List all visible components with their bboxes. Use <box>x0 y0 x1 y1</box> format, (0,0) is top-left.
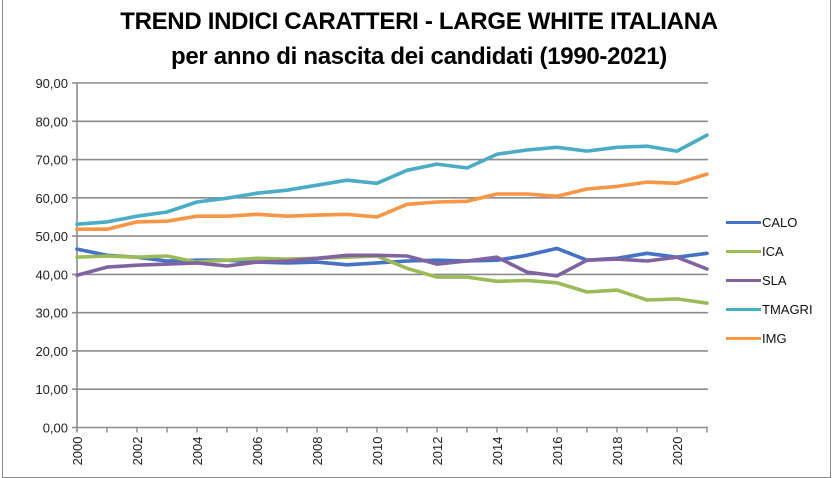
x-tick-label: 2012 <box>430 437 445 466</box>
y-tick-label: 50,00 <box>35 229 68 244</box>
legend-swatch <box>726 337 761 340</box>
legend-label: IMG <box>762 331 787 346</box>
y-tick-label: 60,00 <box>35 191 68 206</box>
legend-swatch <box>726 250 761 253</box>
legend: CALO ICA SLA TMAGRI IMG <box>726 208 813 353</box>
x-tick-label: 2008 <box>310 437 325 466</box>
legend-item-sla: SLA <box>726 266 813 295</box>
x-tick-label: 2006 <box>250 437 265 466</box>
x-tick-label: 2004 <box>190 437 205 466</box>
legend-label: ICA <box>762 244 784 259</box>
legend-item-img: IMG <box>726 324 813 353</box>
series-line-tmagri <box>75 133 709 226</box>
series-line-sla <box>75 253 709 278</box>
y-tick-label: 30,00 <box>35 306 68 321</box>
x-tick-label: 2014 <box>490 437 505 466</box>
x-tick-label: 2000 <box>70 437 85 466</box>
legend-swatch <box>726 221 761 224</box>
y-tick-label: 80,00 <box>35 114 68 129</box>
legend-item-ica: ICA <box>726 237 813 266</box>
legend-swatch <box>726 308 761 311</box>
legend-item-calo: CALO <box>726 208 813 237</box>
y-tick-label: 90,00 <box>35 76 68 91</box>
y-tick-label: 10,00 <box>35 382 68 397</box>
legend-swatch <box>726 279 761 282</box>
x-tick-label: 2020 <box>670 437 685 466</box>
y-tick-label: 70,00 <box>35 153 68 168</box>
y-tick-label: 0,00 <box>43 421 68 436</box>
x-tick-label: 2018 <box>610 437 625 466</box>
chart-subtitle: per anno di nascita dei candidati (1990-… <box>170 43 667 70</box>
legend-label: TMAGRI <box>762 302 813 317</box>
series-line-ica <box>75 254 709 305</box>
legend-label: SLA <box>762 273 787 288</box>
series-line-img <box>75 172 709 231</box>
legend-item-tmagri: TMAGRI <box>726 295 813 324</box>
y-tick-label: 20,00 <box>35 344 68 359</box>
legend-label: CALO <box>762 215 798 230</box>
x-tick-label: 2010 <box>370 437 385 466</box>
chart-title: TREND INDICI CARATTERI - LARGE WHITE ITA… <box>120 8 718 35</box>
x-tick-label: 2002 <box>130 437 145 466</box>
x-tick-label: 2016 <box>550 437 565 466</box>
y-tick-label: 40,00 <box>35 267 68 282</box>
